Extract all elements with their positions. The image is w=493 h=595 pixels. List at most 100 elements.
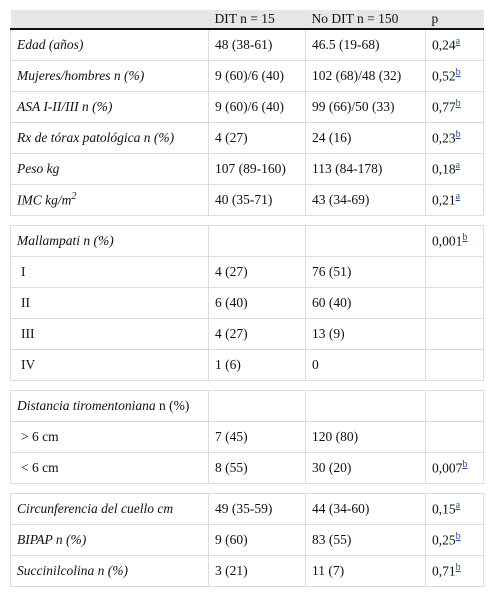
dit-cell: 40 (35-71) [208, 184, 306, 216]
p-footnote: a [455, 160, 461, 172]
p-footnote: b [455, 98, 461, 110]
nodit-cell: 83 (55) [305, 524, 426, 556]
table-row: IV 1 (6) 0 [10, 349, 484, 381]
row-label: IV [10, 349, 209, 381]
nodit-cell: 24 (16) [305, 122, 426, 154]
table-row: BIPAP n (%) 9 (60) 83 (55) 0,25b [10, 524, 484, 556]
p-footnote: b [455, 129, 461, 141]
table-row: III 4 (27) 13 (9) [10, 318, 484, 350]
p-cell [425, 256, 484, 288]
table-row: Succinilcolina n (%) 3 (21) 11 (7) 0,71b [10, 555, 484, 587]
dit-cell: 9 (60) [208, 524, 306, 556]
p-footnote: b [462, 232, 468, 244]
row-label: BIPAP n (%) [10, 524, 209, 556]
table-header: DIT n = 15 No DIT n = 150 p [10, 10, 484, 30]
p-value: 0,23 [432, 130, 456, 146]
label-text: Succinilcolina n (%) [17, 563, 128, 578]
table-row: Rx de tórax patológica n (%) 4 (27) 24 (16… [10, 122, 484, 154]
nodit-cell: 43 (34-69) [305, 184, 426, 216]
nodit-cell: 11 (7) [305, 555, 426, 587]
dit-cell: 9 (60)/6 (40) [208, 91, 306, 123]
table-row: Peso kg 107 (89-160) 113 (84-178) 0,18a [10, 153, 484, 185]
dit-cell: 4 (27) [208, 122, 306, 154]
table-row: ASA I-II/III n (%) 9 (60)/6 (40) 99 (66)/5… [10, 91, 484, 123]
row-label: III [10, 318, 209, 350]
table-body: Edad (años) 48 (38-61) 46.5 (19-68) 0,24a Mu… [10, 28, 484, 587]
p-cell: 0,52b [425, 60, 484, 92]
p-value: 0,24 [432, 37, 456, 53]
p-cell [425, 349, 484, 381]
spacer-row [10, 483, 484, 494]
p-value: 0,21 [432, 192, 456, 208]
row-label: Mallampati n (%) [10, 225, 209, 257]
p-cell: 0,001b [425, 225, 484, 257]
p-footnote: a [455, 191, 461, 203]
label-text: ASA I-II/III n (%) [17, 99, 113, 114]
table-row: > 6 cm 7 (45) 120 (80) [10, 421, 484, 453]
table-row: II 6 (40) 60 (40) [10, 287, 484, 319]
dit-cell [208, 390, 306, 422]
p-value: 0,001 [432, 233, 463, 249]
row-label: I [10, 256, 209, 288]
nodit-cell: 46.5 (19-68) [305, 28, 426, 61]
label-text: IV [21, 357, 36, 372]
label-text: Peso kg [17, 161, 60, 176]
p-value: 0,52 [432, 68, 456, 84]
dit-cell: 7 (45) [208, 421, 306, 453]
p-footnote: b [455, 562, 461, 574]
nodit-cell: 113 (84-178) [305, 153, 426, 185]
p-cell: 0,71b [425, 555, 484, 587]
spacer-row [10, 215, 484, 226]
label-text: Edad (años) [17, 37, 84, 52]
row-label: ASA I-II/III n (%) [10, 91, 209, 123]
header-row: DIT n = 15 No DIT n = 150 p [10, 10, 484, 30]
dit-cell: 107 (89-160) [208, 153, 306, 185]
nodit-cell: 99 (66)/50 (33) [305, 91, 426, 123]
header-cell: DIT n = 15 [208, 10, 306, 30]
nodit-cell [305, 390, 426, 422]
label-text: > 6 cm [21, 429, 59, 444]
table-row: Mujeres/hombres n (%) 9 (60)/6 (40) 102 (6… [10, 60, 484, 92]
table-row: Mallampati n (%) 0,001b [10, 225, 484, 257]
label-text: IMC kg/m [17, 192, 72, 208]
nodit-cell: 102 (68)/48 (32) [305, 60, 426, 92]
p-footnote: a [455, 36, 461, 48]
nodit-cell: 120 (80) [305, 421, 426, 453]
row-label: II [10, 287, 209, 319]
p-cell: 0,15a [425, 493, 484, 525]
label-text: II [21, 295, 30, 310]
spacer-row [10, 380, 484, 391]
p-cell: 0,23b [425, 122, 484, 154]
p-value: 0,77 [432, 99, 456, 115]
row-label: IMC kg/m2 [10, 184, 209, 216]
p-cell: 0,24a [425, 28, 484, 61]
data-table: DIT n = 15 No DIT n = 150 p Edad (años) 4… [10, 10, 484, 587]
table-row: I 4 (27) 76 (51) [10, 256, 484, 288]
p-cell: 0,77b [425, 91, 484, 123]
dit-cell: 1 (6) [208, 349, 306, 381]
nodit-cell: 13 (9) [305, 318, 426, 350]
row-label: Mujeres/hombres n (%) [10, 60, 209, 92]
label-text: < 6 cm [21, 460, 59, 475]
nodit-cell: 76 (51) [305, 256, 426, 288]
dit-cell: 6 (40) [208, 287, 306, 319]
dit-cell: 4 (27) [208, 318, 306, 350]
p-footnote: b [462, 459, 468, 471]
p-cell: 0,21a [425, 184, 484, 216]
row-label: Distancia tiromentoniana n (%) [10, 390, 209, 422]
dit-cell: 4 (27) [208, 256, 306, 288]
dit-cell: 3 (21) [208, 555, 306, 587]
p-cell [425, 318, 484, 350]
nodit-cell: 44 (34-60) [305, 493, 426, 525]
row-label: Succinilcolina n (%) [10, 555, 209, 587]
row-label: > 6 cm [10, 421, 209, 453]
table-row: < 6 cm 8 (55) 30 (20) 0,007b [10, 452, 484, 484]
row-label: Circunferencia del cuello cm [10, 493, 209, 525]
header-cell: p [425, 10, 484, 30]
dit-cell [208, 225, 306, 257]
label-text: Circunferencia del cuello cm [17, 501, 174, 516]
row-label: Edad (años) [10, 28, 209, 61]
p-cell: 0,18a [425, 153, 484, 185]
spacer-cell [10, 215, 484, 226]
